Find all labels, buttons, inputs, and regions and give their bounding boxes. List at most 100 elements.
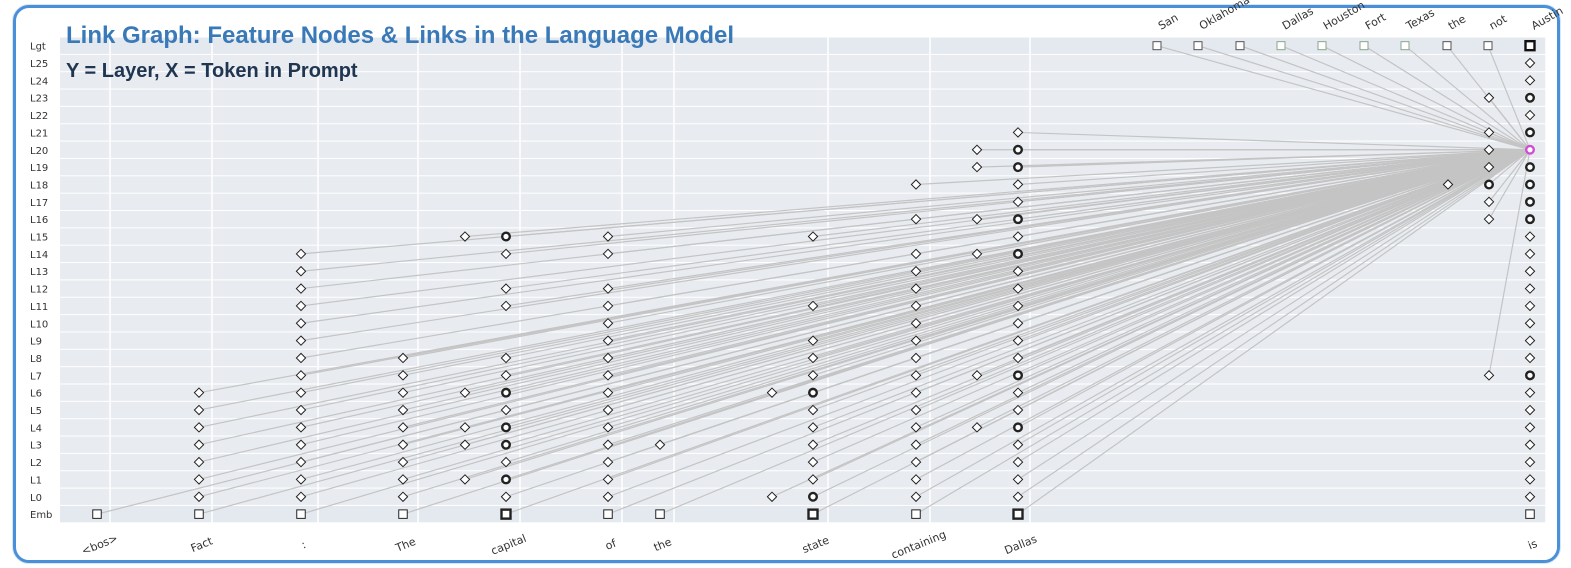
feature-node-strong[interactable] <box>808 387 819 398</box>
feature-node[interactable] <box>971 161 983 173</box>
feature-node[interactable] <box>1524 491 1536 503</box>
feature-node[interactable] <box>807 422 819 433</box>
feature-node[interactable] <box>602 387 614 398</box>
feature-node[interactable] <box>193 422 205 433</box>
feature-node[interactable] <box>766 387 778 398</box>
feature-node[interactable] <box>807 474 819 485</box>
feature-node[interactable] <box>1012 491 1024 503</box>
feature-node[interactable] <box>1524 231 1536 242</box>
feature-node[interactable] <box>910 474 922 485</box>
feature-node[interactable] <box>459 422 471 433</box>
feature-node[interactable] <box>766 491 778 503</box>
feature-node-strong[interactable] <box>1013 214 1024 225</box>
feature-node[interactable] <box>807 231 819 242</box>
embedding-node[interactable] <box>194 509 204 519</box>
feature-node[interactable] <box>1483 144 1495 156</box>
feature-node[interactable] <box>1524 248 1536 260</box>
feature-node[interactable] <box>397 404 409 416</box>
feature-node[interactable] <box>602 248 614 260</box>
feature-node[interactable] <box>602 474 614 485</box>
feature-node[interactable] <box>500 491 512 503</box>
feature-node[interactable] <box>295 370 307 381</box>
feature-node[interactable] <box>1012 265 1024 277</box>
feature-node[interactable] <box>1524 109 1536 121</box>
embedding-node[interactable] <box>655 509 665 519</box>
feature-node[interactable] <box>910 335 922 346</box>
logit-node[interactable] <box>1317 41 1327 51</box>
feature-node[interactable] <box>602 283 614 294</box>
feature-node[interactable] <box>1012 179 1024 190</box>
feature-node[interactable] <box>910 491 922 503</box>
feature-node-strong[interactable] <box>1013 144 1024 155</box>
embedding-node[interactable] <box>807 508 819 520</box>
embedding-node[interactable] <box>500 508 512 520</box>
feature-node[interactable] <box>1012 196 1024 208</box>
feature-node[interactable] <box>807 370 819 381</box>
logit-node[interactable] <box>1235 41 1245 51</box>
logit-node[interactable] <box>1483 41 1493 51</box>
feature-node[interactable] <box>295 248 307 260</box>
feature-node[interactable] <box>910 300 922 312</box>
feature-node[interactable] <box>295 404 307 416</box>
logit-node[interactable] <box>1276 41 1286 51</box>
feature-node[interactable] <box>971 144 983 156</box>
feature-node[interactable] <box>971 422 983 433</box>
feature-node[interactable] <box>500 300 512 312</box>
feature-node[interactable] <box>1524 387 1536 398</box>
feature-node[interactable] <box>295 335 307 346</box>
feature-node[interactable] <box>910 439 922 451</box>
feature-node[interactable] <box>971 248 983 260</box>
feature-node[interactable] <box>1524 352 1536 364</box>
feature-node-strong[interactable] <box>501 422 512 433</box>
feature-node[interactable] <box>1012 439 1024 451</box>
feature-node[interactable] <box>1012 456 1024 468</box>
feature-node[interactable] <box>459 231 471 242</box>
feature-node[interactable] <box>500 404 512 416</box>
feature-node-strong[interactable] <box>1524 214 1535 225</box>
logit-node[interactable] <box>1193 41 1203 51</box>
feature-node[interactable] <box>397 387 409 398</box>
feature-node[interactable] <box>397 352 409 364</box>
feature-node[interactable] <box>1012 387 1024 398</box>
feature-node[interactable] <box>1524 75 1536 86</box>
feature-node[interactable] <box>1012 231 1024 242</box>
feature-node-strong[interactable] <box>501 387 512 398</box>
feature-node-strong[interactable] <box>1013 370 1024 381</box>
embedding-node[interactable] <box>296 509 306 519</box>
feature-node[interactable] <box>193 404 205 416</box>
feature-node-strong[interactable] <box>1524 127 1535 138</box>
feature-node[interactable] <box>910 352 922 364</box>
feature-node[interactable] <box>1524 474 1536 485</box>
feature-node[interactable] <box>1483 161 1495 173</box>
feature-node-strong[interactable] <box>1013 422 1024 433</box>
feature-node[interactable] <box>295 317 307 329</box>
embedding-node[interactable] <box>603 509 613 519</box>
feature-node[interactable] <box>1012 404 1024 416</box>
feature-node[interactable] <box>295 439 307 451</box>
feature-node[interactable] <box>295 283 307 294</box>
feature-node[interactable] <box>602 352 614 364</box>
logit-node[interactable] <box>1442 41 1452 51</box>
feature-node[interactable] <box>602 491 614 503</box>
feature-node[interactable] <box>1483 213 1495 225</box>
feature-node[interactable] <box>500 248 512 260</box>
feature-node[interactable] <box>193 491 205 503</box>
feature-node-strong[interactable] <box>1524 92 1535 103</box>
feature-node-strong[interactable] <box>808 491 819 502</box>
feature-node-strong[interactable] <box>1013 248 1024 259</box>
embedding-node[interactable] <box>1525 509 1535 519</box>
feature-node[interactable] <box>602 231 614 242</box>
feature-node[interactable] <box>1524 57 1536 69</box>
feature-node[interactable] <box>397 370 409 381</box>
feature-node[interactable] <box>459 387 471 398</box>
feature-node[interactable] <box>602 404 614 416</box>
feature-node[interactable] <box>910 404 922 416</box>
feature-node[interactable] <box>459 439 471 451</box>
feature-node[interactable] <box>295 265 307 277</box>
logit-node[interactable] <box>1359 41 1369 51</box>
feature-node[interactable] <box>500 283 512 294</box>
feature-node-strong[interactable] <box>501 474 512 485</box>
feature-node[interactable] <box>1483 127 1495 138</box>
feature-node[interactable] <box>193 387 205 398</box>
feature-node[interactable] <box>500 456 512 468</box>
